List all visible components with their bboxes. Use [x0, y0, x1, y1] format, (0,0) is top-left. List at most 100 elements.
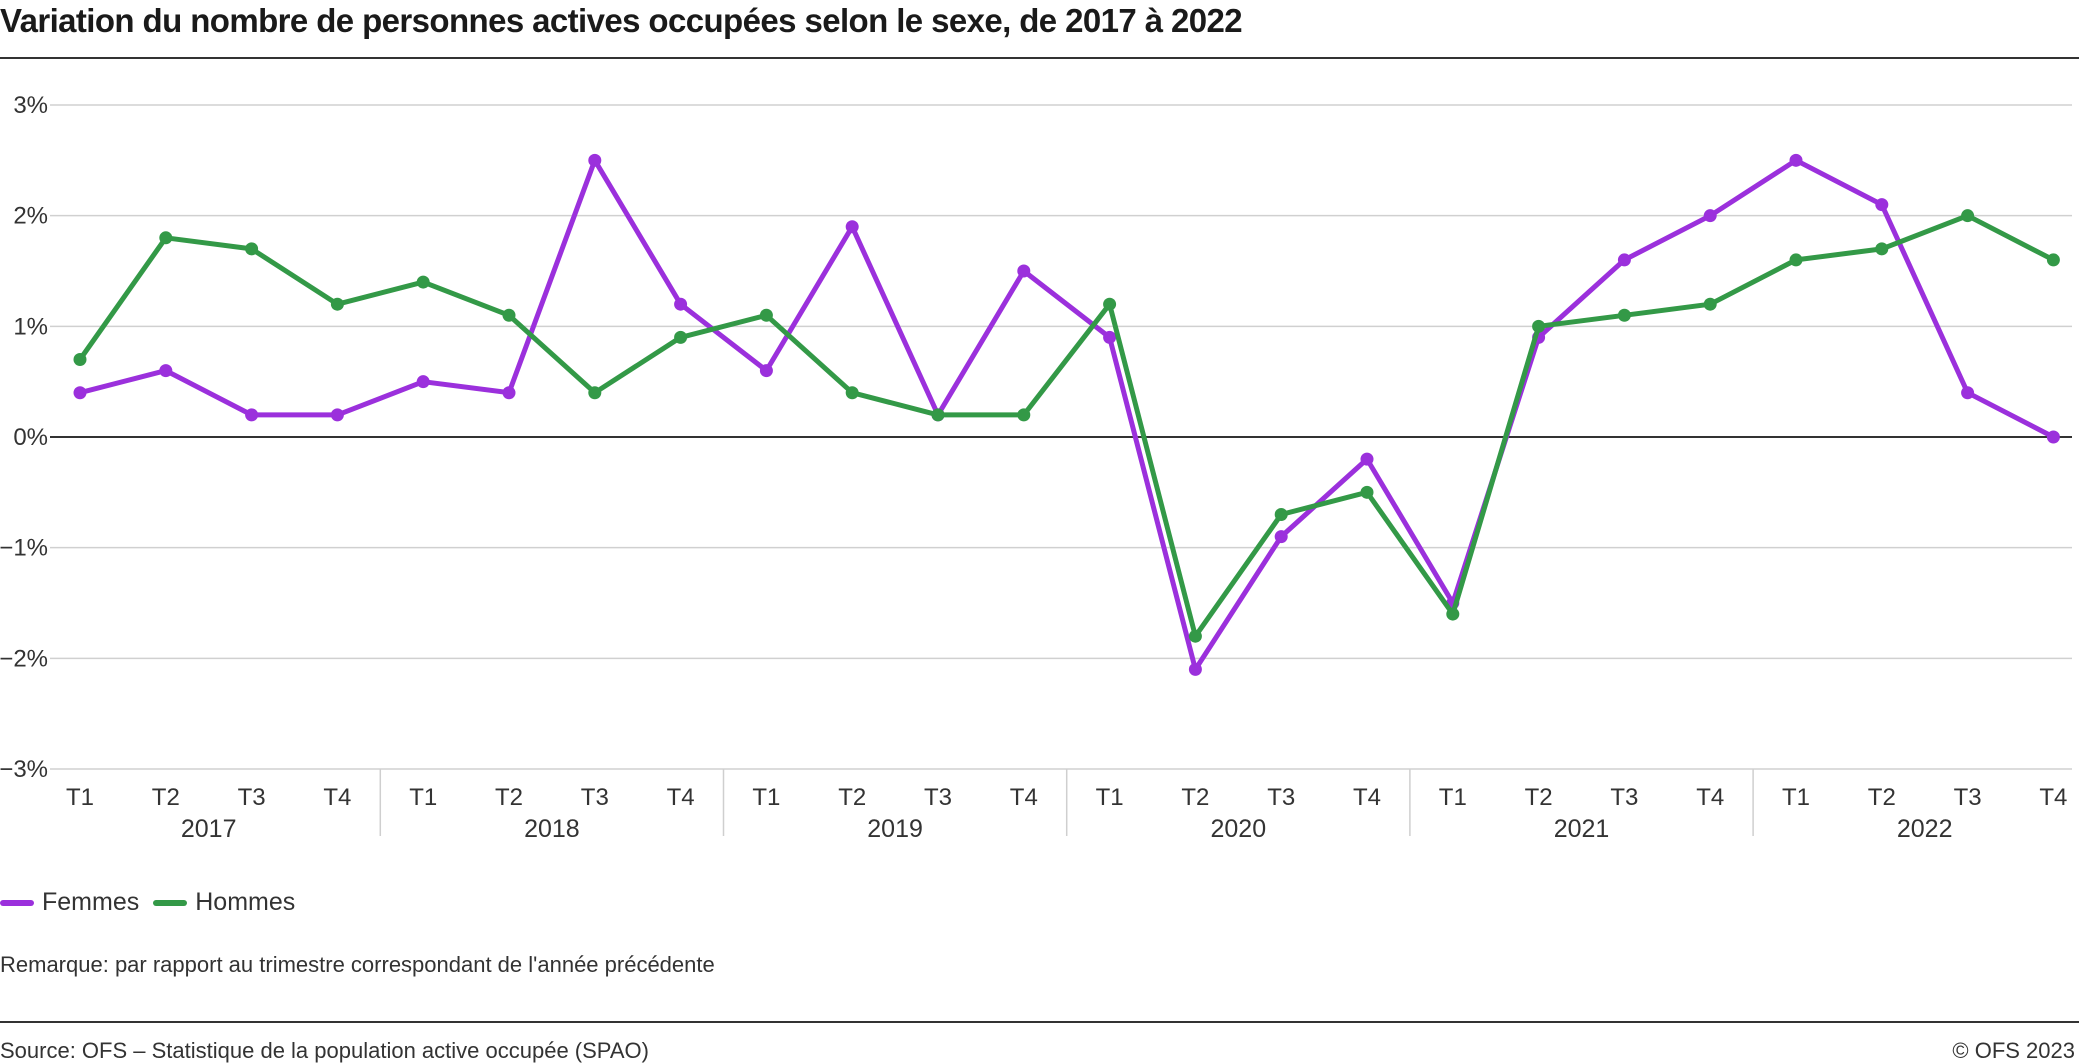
data-point-femmes [845, 220, 859, 234]
data-point-femmes [1274, 530, 1288, 544]
gridlines [50, 104, 2072, 770]
data-point-femmes [759, 364, 773, 378]
x-tick-label: T3 [1267, 784, 1295, 811]
x-year-label: 2017 [181, 815, 237, 843]
x-tick-label: T2 [495, 784, 523, 811]
x-axis-ticks: T1 T2 T3 T4 T1 T2 T3 T4 T1 T2 T3 T4 T1 T2 T3 T4 T1 T2 T3 T4… [66, 769, 2067, 843]
x-tick-label: T3 [1954, 784, 1982, 811]
data-point-hommes [1617, 308, 1631, 322]
x-tick-label: T1 [752, 784, 780, 811]
legend-swatch-femmes [0, 899, 34, 906]
data-point-hommes [502, 308, 516, 322]
data-point-femmes [502, 386, 516, 400]
x-tick-label: T4 [323, 784, 351, 811]
data-point-hommes [1961, 209, 1975, 223]
chart-title: Variation du nombre de personnes actives… [0, 2, 1243, 39]
data-point-hommes [330, 297, 344, 311]
data-point-femmes [1188, 662, 1202, 676]
x-tick-label: T1 [1439, 784, 1467, 811]
data-point-femmes [1961, 386, 1975, 400]
data-point-hommes [1188, 629, 1202, 643]
x-year-label: 2020 [1210, 815, 1266, 843]
y-tick-label: 0% [13, 424, 48, 451]
y-axis-ticks: 3% 2% 1% 0% −1% −2% −3% [0, 92, 48, 783]
x-year-label: 2022 [1897, 815, 1953, 843]
data-point-femmes [1017, 264, 1031, 278]
x-tick-label: T4 [1696, 784, 1724, 811]
data-point-femmes [1103, 330, 1117, 344]
y-tick-label: −3% [0, 756, 48, 783]
data-point-hommes [1017, 408, 1031, 422]
legend: Femmes Hommes [0, 888, 309, 917]
data-point-femmes [416, 375, 430, 389]
x-tick-label: T1 [409, 784, 437, 811]
x-tick-label: T3 [238, 784, 266, 811]
data-point-hommes [73, 353, 87, 367]
line-chart: 3% 2% 1% 0% −1% −2% −3% T1 T2 T3 T4 T1 T2 T3 T4 T1 T2 T3… [0, 92, 2072, 843]
x-tick-label: T3 [581, 784, 609, 811]
x-tick-label: T1 [66, 784, 94, 811]
data-point-hommes [2046, 253, 2060, 267]
x-tick-label: T1 [1096, 784, 1124, 811]
data-point-hommes [245, 242, 259, 256]
x-year-label: 2021 [1554, 815, 1610, 843]
x-tick-label: T3 [924, 784, 952, 811]
data-point-femmes [73, 386, 87, 400]
data-point-hommes [759, 308, 773, 322]
chart-note: Remarque: par rapport au trimestre corre… [0, 952, 715, 977]
x-tick-label: T2 [1868, 784, 1896, 811]
data-point-femmes [245, 408, 259, 422]
data-point-hommes [1360, 485, 1374, 499]
x-tick-label: T2 [152, 784, 180, 811]
data-series [73, 153, 2060, 676]
source-text: Source: OFS – Statistique de la populati… [0, 1038, 649, 1063]
data-point-femmes [1875, 198, 1889, 212]
y-tick-label: −1% [0, 535, 48, 562]
x-tick-label: T2 [1181, 784, 1209, 811]
legend-item-femmes[interactable]: Femmes [0, 888, 139, 917]
x-year-label: 2018 [524, 815, 580, 843]
data-point-hommes [931, 408, 945, 422]
data-point-femmes [1703, 209, 1717, 223]
x-tick-label: T1 [1782, 784, 1810, 811]
data-point-hommes [845, 386, 859, 400]
data-point-hommes [588, 386, 602, 400]
series-line-hommes [77, 213, 2056, 639]
x-tick-label: T4 [667, 784, 695, 811]
y-tick-label: 2% [13, 203, 48, 230]
data-point-hommes [1103, 297, 1117, 311]
x-tick-label: T2 [1525, 784, 1553, 811]
x-tick-label: T2 [838, 784, 866, 811]
data-point-femmes [588, 153, 602, 167]
data-point-hommes [1274, 507, 1288, 521]
x-year-label: 2019 [867, 815, 923, 843]
y-tick-label: 3% [13, 92, 48, 119]
legend-swatch-hommes [153, 899, 188, 906]
data-point-hommes [1532, 319, 1546, 333]
data-point-hommes [1875, 242, 1889, 256]
data-point-hommes [674, 330, 688, 344]
series-line-femmes [77, 157, 2056, 672]
data-point-femmes [159, 364, 173, 378]
data-point-femmes [1789, 153, 1803, 167]
data-point-hommes [1446, 607, 1460, 621]
x-tick-label: T4 [1010, 784, 1038, 811]
data-point-hommes [159, 231, 173, 245]
data-point-hommes [416, 275, 430, 289]
copyright-text: © OFS 2023 [1952, 1038, 2075, 1063]
data-point-femmes [674, 297, 688, 311]
y-tick-label: 1% [13, 313, 48, 340]
footer-divider [0, 1021, 2079, 1023]
y-tick-label: −2% [0, 645, 48, 672]
legend-label-femmes: Femmes [42, 888, 140, 916]
data-point-femmes [1360, 452, 1374, 466]
x-tick-label: T3 [1610, 784, 1638, 811]
title-divider [0, 57, 2079, 59]
data-point-femmes [330, 408, 344, 422]
legend-item-hommes[interactable]: Hommes [153, 888, 295, 917]
data-point-femmes [2046, 430, 2060, 444]
legend-label-hommes: Hommes [195, 888, 296, 916]
data-point-femmes [1617, 253, 1631, 267]
data-point-hommes [1703, 297, 1717, 311]
x-tick-label: T4 [2039, 784, 2067, 811]
